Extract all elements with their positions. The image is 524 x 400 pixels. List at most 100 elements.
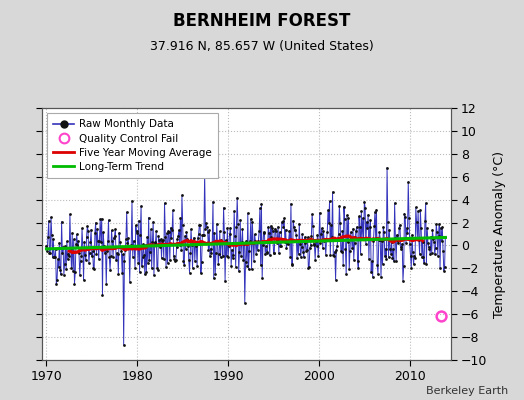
Point — [72, 231, 81, 238]
Point — [128, 198, 136, 204]
Point — [329, 252, 337, 259]
Point — [412, 204, 420, 210]
Point — [87, 226, 95, 233]
Point — [235, 268, 243, 274]
Point — [414, 208, 422, 214]
Point — [307, 232, 315, 239]
Point — [344, 214, 353, 221]
Point — [323, 228, 332, 235]
Point — [239, 257, 247, 264]
Point — [69, 267, 77, 274]
Point — [436, 224, 445, 231]
Point — [411, 255, 419, 261]
Point — [138, 253, 147, 260]
Point — [115, 230, 123, 236]
Point — [407, 265, 416, 271]
Point — [428, 250, 436, 256]
Point — [97, 239, 105, 246]
Point — [52, 280, 60, 287]
Point — [86, 238, 94, 245]
Point — [159, 237, 167, 243]
Point — [229, 252, 237, 259]
Point — [234, 221, 242, 228]
Point — [250, 231, 259, 238]
Point — [44, 234, 52, 240]
Point — [209, 198, 217, 205]
Point — [341, 246, 350, 252]
Point — [235, 249, 244, 256]
Point — [356, 250, 365, 257]
Point — [215, 228, 224, 235]
Point — [116, 244, 125, 250]
Point — [151, 240, 160, 246]
Point — [187, 226, 195, 232]
Point — [441, 233, 450, 240]
Point — [358, 215, 367, 221]
Point — [91, 230, 99, 236]
Point — [315, 210, 324, 216]
Point — [224, 254, 232, 260]
Point — [416, 251, 424, 257]
Point — [254, 247, 262, 253]
Point — [282, 244, 291, 251]
Point — [290, 227, 299, 234]
Point — [301, 240, 310, 246]
Point — [222, 253, 231, 259]
Point — [317, 230, 325, 237]
Point — [296, 241, 304, 248]
Point — [105, 253, 114, 260]
Point — [366, 217, 375, 223]
Point — [403, 230, 412, 236]
Point — [213, 240, 222, 246]
Point — [78, 225, 86, 232]
Point — [289, 217, 298, 224]
Point — [135, 217, 143, 224]
Point — [128, 254, 137, 260]
Point — [238, 226, 247, 232]
Point — [205, 227, 213, 234]
Point — [247, 216, 255, 222]
Point — [386, 246, 394, 252]
Y-axis label: Temperature Anomaly (°C): Temperature Anomaly (°C) — [493, 150, 506, 318]
Point — [389, 246, 397, 252]
Point — [322, 252, 330, 258]
Point — [146, 249, 155, 255]
Point — [192, 242, 201, 249]
Point — [256, 205, 264, 212]
Point — [297, 244, 305, 251]
Point — [290, 224, 298, 230]
Point — [58, 249, 67, 256]
Point — [135, 269, 144, 275]
Point — [388, 255, 397, 261]
Point — [313, 232, 322, 238]
Point — [298, 231, 307, 237]
Point — [99, 292, 107, 298]
Point — [271, 226, 279, 232]
Point — [328, 234, 336, 240]
Point — [436, 265, 444, 271]
Point — [409, 261, 418, 268]
Point — [358, 234, 366, 241]
Point — [331, 248, 339, 255]
Point — [379, 224, 387, 230]
Point — [424, 244, 433, 250]
Point — [225, 242, 233, 249]
Point — [230, 208, 238, 214]
Point — [378, 238, 386, 244]
Point — [348, 245, 356, 252]
Point — [147, 265, 156, 272]
Point — [266, 223, 275, 229]
Point — [141, 242, 150, 248]
Point — [102, 280, 111, 287]
Point — [142, 269, 150, 276]
Point — [184, 257, 193, 264]
Point — [300, 234, 309, 240]
Point — [303, 247, 311, 253]
Point — [252, 251, 260, 257]
Point — [264, 224, 272, 230]
Point — [281, 238, 289, 245]
Point — [256, 262, 265, 269]
Point — [421, 200, 430, 206]
Point — [163, 260, 172, 266]
Point — [406, 240, 414, 247]
